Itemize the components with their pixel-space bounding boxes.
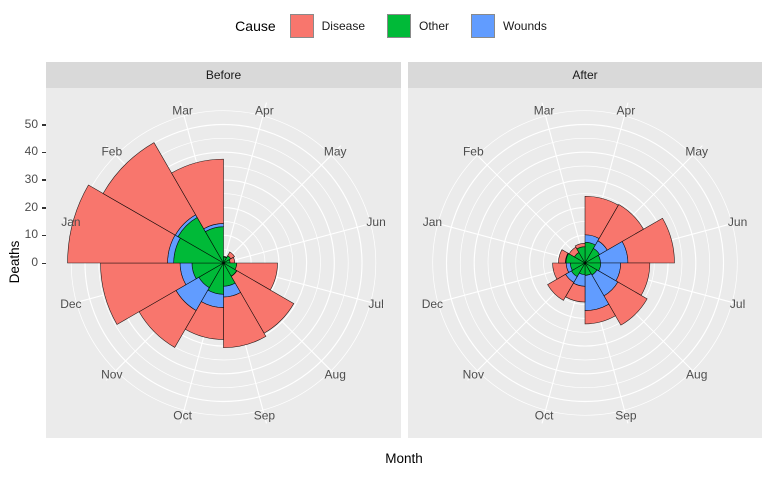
month-label-after-nov: Nov	[463, 368, 484, 382]
other-swatch-icon	[387, 14, 411, 38]
legend-label-disease: Disease	[321, 19, 365, 33]
wounds-swatch-icon	[471, 14, 496, 38]
legend-label-other: Other	[419, 19, 450, 33]
angular-gridline	[424, 219, 586, 264]
coxcomb-after: Apr May Jun Jul Aug Sep Oct Nov Dec Jan Feb Mar	[422, 102, 747, 424]
y-tick-label-0: 0	[31, 255, 38, 269]
month-label-before-nov: Nov	[101, 368, 122, 382]
angular-gridline	[467, 145, 586, 264]
legend-entry-disease: Disease	[289, 14, 365, 38]
month-label-before-jun: Jun	[366, 215, 385, 229]
facet-strip-before-label: Before	[205, 68, 242, 82]
month-label-after-aug: Aug	[686, 368, 707, 382]
facet-strip-after-label: After	[572, 68, 598, 82]
month-label-after-may: May	[685, 144, 708, 158]
sector-after-jan-disease	[558, 249, 569, 264]
sector-after-jun-disease	[621, 217, 675, 264]
angular-gridline	[223, 219, 384, 264]
month-label-before-mar: Mar	[172, 103, 193, 117]
legend-title: Cause	[235, 18, 276, 34]
y-tick-mark	[42, 262, 46, 264]
month-label-before-jul: Jul	[368, 297, 383, 311]
angular-gridline	[541, 102, 586, 264]
month-label-before-apr: Apr	[255, 103, 274, 117]
sector-after-mar-disease	[574, 243, 586, 250]
sector-after-nov-disease	[547, 273, 575, 301]
y-tick-mark	[42, 234, 46, 237]
radial-gridline	[445, 123, 725, 403]
month-label-after-feb: Feb	[463, 144, 484, 158]
radial-gridline	[473, 151, 697, 375]
legend: Cause Disease Other Wounds	[18, 11, 768, 41]
sector-before-may-disease	[227, 251, 235, 260]
month-label-after-jun: Jun	[728, 215, 747, 229]
month-label-after-dec: Dec	[422, 297, 443, 311]
panel-after: Apr May Jun Jul Aug Sep Oct Nov Dec Jan Feb Mar	[408, 88, 762, 438]
radial-gridline	[432, 110, 738, 416]
angular-gridline	[222, 102, 267, 264]
sector-after-dec-disease	[552, 262, 570, 280]
legend-entry-other: Other	[387, 14, 449, 38]
y-tick-label-20: 20	[24, 199, 38, 214]
sector-after-sep-disease	[584, 303, 616, 325]
month-label-after-mar: Mar	[534, 103, 555, 117]
y-tick-mark	[42, 151, 46, 154]
panel-before: Apr May Jun Jul Aug Sep Oct Nov Dec Jan Feb Mar	[46, 88, 401, 438]
month-label-before-aug: Aug	[325, 368, 346, 382]
y-tick-mark	[42, 179, 46, 181]
angular-gridline	[223, 145, 342, 264]
month-label-before-jan: Jan	[61, 215, 80, 229]
x-axis-title: Month	[385, 451, 423, 466]
month-label-after-sep: Sep	[615, 409, 637, 423]
legend-entry-wounds: Wounds	[471, 14, 547, 38]
month-label-before-sep: Sep	[254, 409, 276, 423]
radial-gridline	[487, 165, 683, 361]
y-tick-label-40: 40	[24, 144, 38, 159]
sector-before-mar-disease	[171, 158, 224, 230]
y-tick-label-30: 30	[24, 171, 38, 186]
month-label-before-dec: Dec	[60, 297, 81, 311]
y-tick-label-50: 50	[24, 116, 38, 131]
radial-gridline	[459, 137, 711, 389]
sector-before-sep-disease	[223, 292, 267, 349]
month-label-after-jan: Jan	[423, 215, 442, 229]
month-label-before-may: May	[324, 144, 347, 158]
month-label-after-oct: Oct	[535, 409, 554, 423]
y-tick-mark	[42, 207, 46, 209]
month-label-after-apr: Apr	[617, 103, 636, 117]
sector-before-feb-disease	[102, 142, 197, 236]
month-label-before-oct: Oct	[173, 409, 192, 423]
facet-strip-after: After	[408, 62, 762, 88]
disease-swatch-icon	[289, 14, 314, 38]
y-tick-mark	[42, 124, 46, 126]
coxcomb-before: Apr May Jun Jul Aug Sep Oct Nov Dec Jan Feb Mar	[60, 102, 386, 424]
month-label-after-jul: Jul	[730, 297, 745, 311]
legend-label-wounds: Wounds	[503, 19, 547, 33]
month-label-before-feb: Feb	[101, 144, 122, 158]
sector-before-jan-disease	[67, 184, 176, 264]
y-tick-label-10: 10	[24, 227, 38, 242]
facet-strip-before: Before	[46, 62, 401, 88]
